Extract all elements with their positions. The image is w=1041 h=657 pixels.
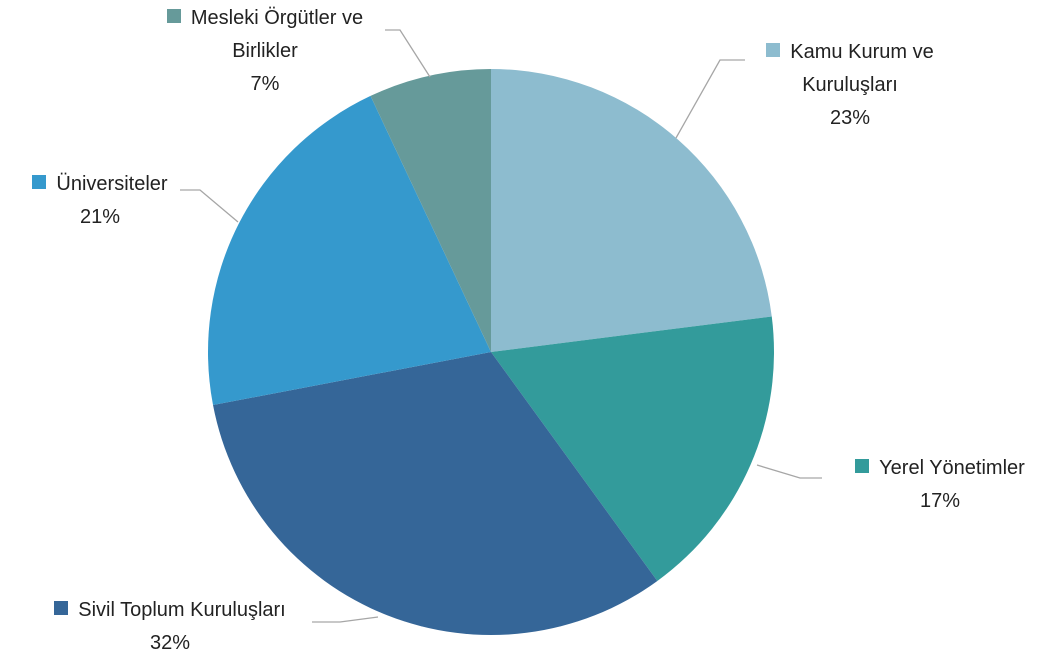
value-label: 32% — [149, 632, 191, 654]
data-label: Kamu Kurum ve Kuruluşları 23% — [745, 36, 955, 135]
data-label: Üniversiteler 21% — [5, 168, 195, 234]
leader-line — [312, 616, 379, 623]
category-label: Mesleki Örgütler ve Birlikler — [190, 7, 364, 62]
legend-swatch — [855, 459, 870, 473]
category-label: Yerel Yönetimler — [879, 457, 1025, 479]
pie-slice — [491, 316, 774, 581]
legend-swatch — [32, 175, 47, 189]
pie-slice — [213, 352, 658, 635]
data-label: Yerel Yönetimler 17% — [820, 452, 1041, 518]
pie-slice — [207, 95, 491, 406]
legend-swatch — [54, 601, 69, 615]
leader-line — [385, 29, 431, 78]
leader-line — [180, 189, 239, 223]
data-label: Mesleki Örgütler ve Birlikler 7% — [135, 2, 395, 101]
data-label: Sivil Toplum Kuruluşları 32% — [15, 594, 325, 657]
legend-swatch — [766, 43, 781, 57]
pie-slice — [491, 69, 772, 352]
category-label: Üniversiteler — [56, 173, 168, 195]
category-label: Sivil Toplum Kuruluşları — [78, 599, 286, 621]
value-label: 7% — [250, 73, 280, 95]
pie-slice — [370, 69, 491, 352]
leader-line — [675, 59, 745, 139]
value-label: 17% — [919, 490, 961, 512]
category-label: Kamu Kurum ve Kuruluşları — [790, 41, 934, 96]
leader-line — [756, 464, 822, 479]
legend-swatch — [166, 9, 181, 23]
value-label: 21% — [79, 206, 121, 228]
value-label: 23% — [829, 107, 871, 129]
